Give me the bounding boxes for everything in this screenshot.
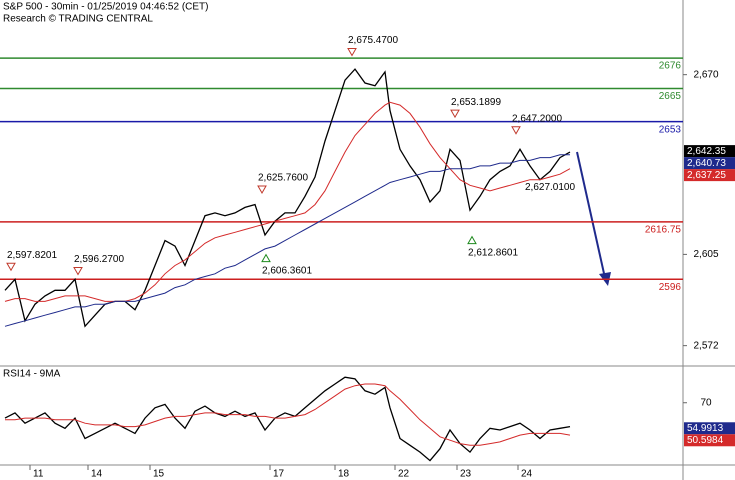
price-label-box: [684, 145, 735, 158]
annotation-label: 2,653.1899: [451, 97, 501, 108]
price-label-box: [684, 434, 735, 447]
x-tick-label: 15: [153, 469, 165, 480]
series-line: [4, 101, 571, 302]
price-label: 2,637.25: [687, 170, 726, 181]
price-label: 54.9913: [687, 423, 724, 434]
price-label-box: [684, 157, 735, 170]
rsi-title: RSI14 - 9MA: [3, 369, 61, 380]
low-marker: [467, 235, 477, 245]
x-tick-label: 18: [338, 469, 350, 480]
forecast-arrow-line: [576, 151, 606, 279]
level-label: 2665: [659, 91, 682, 102]
y-tick-label: 2,605: [693, 249, 718, 260]
x-tick-label: 24: [521, 469, 533, 480]
level-label: 2596: [659, 282, 682, 293]
low-marker: [261, 253, 271, 263]
high-marker: [511, 126, 521, 135]
annotation-label: 2,612.8601: [468, 247, 518, 258]
chart-subtitle: Research © TRADING CENTRAL: [3, 14, 153, 25]
annotation-label: 2,647.2000: [512, 113, 562, 124]
chart-title: S&P 500 - 30min - 01/25/2019 04:46:52 (C…: [3, 2, 209, 13]
annotation-label: 2,627.0100: [525, 182, 575, 193]
x-tick-label: 23: [460, 469, 472, 480]
x-tick-label: 14: [91, 469, 103, 480]
level-label: 2676: [659, 61, 682, 72]
annotation-label: 2,606.3601: [262, 265, 312, 276]
price-label-box: [684, 422, 735, 435]
x-tick-label: 17: [273, 469, 285, 480]
high-marker: [450, 109, 460, 119]
high-marker: [347, 48, 357, 57]
level-label: 2616.75: [645, 225, 682, 236]
annotation-label: 2,625.7600: [258, 173, 308, 184]
annotation-label: 2,596.2700: [74, 254, 124, 265]
price-label: 2,640.73: [687, 158, 726, 169]
series-line: [4, 68, 571, 328]
series-line: [5, 383, 571, 446]
annotation-label: 2,675.4700: [348, 35, 398, 46]
y-tick-label: 2,670: [693, 69, 718, 80]
price-label: 50.5984: [687, 435, 724, 446]
annotation-label: 2,597.8201: [7, 250, 57, 261]
y-tick-label: 2,572: [693, 340, 718, 351]
x-tick-label: 22: [398, 469, 410, 480]
high-marker: [73, 267, 83, 276]
y-tick-label: 70: [700, 397, 712, 408]
x-tick-label: 11: [33, 469, 44, 480]
price-label-box: [684, 169, 735, 182]
series-line: [4, 154, 570, 327]
price-label: 2,642.35: [687, 146, 726, 157]
high-marker: [6, 262, 16, 272]
level-label: 2653: [659, 124, 682, 135]
high-marker: [257, 185, 267, 194]
